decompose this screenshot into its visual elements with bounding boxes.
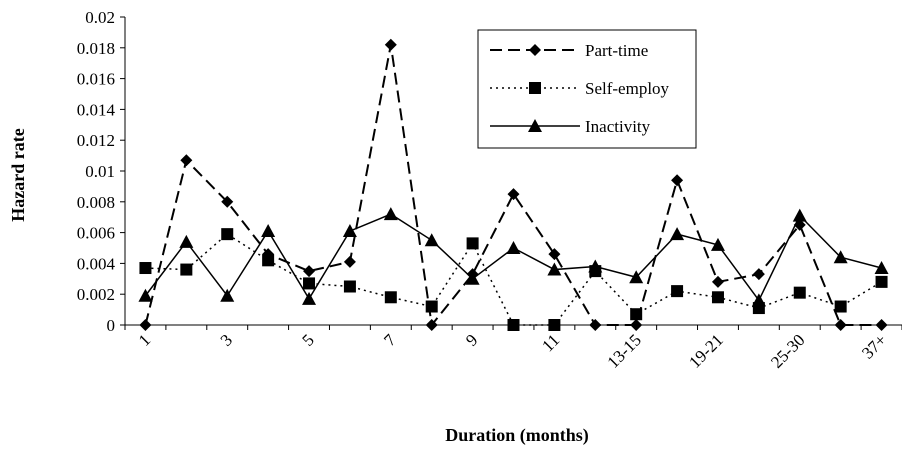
inactivity-point	[833, 250, 848, 264]
self-employ-point	[834, 300, 847, 313]
x-tick-label: 11	[538, 330, 563, 355]
part-time-point	[139, 319, 152, 331]
self-employ-series	[139, 228, 888, 331]
inactivity-point	[588, 259, 603, 273]
inactivity-point	[751, 293, 766, 307]
self-employ-point	[711, 291, 724, 304]
legend-marker-inactivity	[528, 119, 542, 132]
self-employ-point	[180, 263, 193, 276]
y-tick-label: 0.014	[77, 100, 116, 119]
inactivity-line	[144, 213, 882, 302]
self-employ-point	[343, 280, 356, 293]
inactivity-point	[670, 227, 685, 241]
part-time-point	[425, 319, 438, 331]
y-tick-label: 0.016	[77, 70, 115, 89]
inactivity-point	[792, 208, 807, 222]
y-tick-label: 0.006	[77, 224, 115, 243]
x-axis-title: Duration (months)	[445, 425, 589, 446]
inactivity-point	[302, 291, 317, 305]
self-employ-point	[630, 308, 643, 321]
y-tick-label: 0.02	[85, 8, 115, 27]
part-time-point	[630, 319, 643, 331]
self-employ-point	[384, 291, 397, 304]
inactivity-point	[424, 233, 439, 247]
inactivity-point	[506, 241, 521, 254]
y-tick-label: 0.004	[77, 254, 116, 273]
series-layer	[138, 38, 889, 331]
self-employ-point	[875, 275, 888, 288]
part-time-point	[548, 248, 561, 261]
part-time-point	[711, 275, 724, 288]
y-axis-title: Hazard rate	[8, 128, 28, 221]
part-time-point	[875, 319, 888, 331]
part-time-point	[343, 255, 356, 268]
x-tick-label: 7	[380, 330, 400, 350]
self-employ-point	[671, 285, 684, 298]
part-time-point	[384, 38, 397, 51]
y-tick-label: 0.018	[77, 39, 115, 58]
x-tick-label: 5	[298, 330, 317, 349]
y-tick-label: 0.01	[85, 162, 115, 181]
self-employ-point	[793, 286, 806, 299]
inactivity-point	[874, 261, 889, 275]
y-tick-label: 0.012	[77, 131, 115, 150]
legend-label-inactivity: Inactivity	[585, 117, 651, 136]
inactivity-series	[138, 207, 889, 307]
inactivity-point	[138, 288, 153, 302]
self-employ-point	[425, 300, 438, 313]
x-axis-ticks: 1 3 5 7 9 11 13-15 19-21 25-30 37+	[124, 325, 902, 372]
part-time-point	[507, 188, 520, 201]
part-time-point	[180, 154, 193, 167]
self-employ-point	[507, 319, 520, 331]
inactivity-point	[220, 288, 235, 302]
part-time-point	[303, 265, 316, 278]
part-time-point	[589, 319, 602, 331]
self-employ-point	[466, 237, 479, 250]
x-tick-label: 19-21	[685, 330, 726, 371]
y-tick-label: 0	[107, 316, 116, 335]
inactivity-point	[629, 270, 644, 284]
legend-label-part-time: Part-time	[585, 41, 648, 60]
inactivity-point	[710, 237, 725, 251]
x-tick-label: 9	[462, 330, 481, 349]
x-tick-label: 13-15	[604, 330, 645, 371]
legend-marker-part-time	[529, 44, 541, 56]
y-tick-label: 0.002	[77, 285, 115, 304]
x-tick-label: 37+	[858, 330, 890, 362]
legend: Part-time Self-employ Inactivity	[477, 29, 697, 149]
inactivity-point	[179, 234, 194, 248]
legend-marker-self-employ	[529, 82, 541, 94]
inactivity-point	[465, 271, 480, 285]
self-employ-point	[262, 254, 275, 267]
inactivity-point	[383, 207, 398, 221]
part-time-point	[752, 268, 765, 281]
y-tick-label: 0.008	[77, 193, 115, 212]
inactivity-point	[547, 262, 562, 276]
x-tick-label: 25-30	[767, 330, 808, 371]
inactivity-point	[261, 224, 276, 238]
x-tick-label: 3	[217, 330, 236, 349]
x-tick-label: 1	[135, 330, 154, 349]
inactivity-point	[342, 224, 357, 238]
part-time-point	[671, 174, 684, 187]
self-employ-point	[139, 262, 152, 275]
self-employ-point	[303, 277, 316, 290]
self-employ-point	[221, 228, 234, 241]
part-time-point	[221, 195, 234, 208]
part-time-point	[834, 319, 847, 331]
y-axis-ticks: 0 0.002 0.004 0.006 0.008 0.01 0.012 0.014 0.016…	[77, 8, 125, 335]
legend-label-self-employ: Self-employ	[585, 79, 670, 98]
self-employ-point	[548, 319, 561, 331]
